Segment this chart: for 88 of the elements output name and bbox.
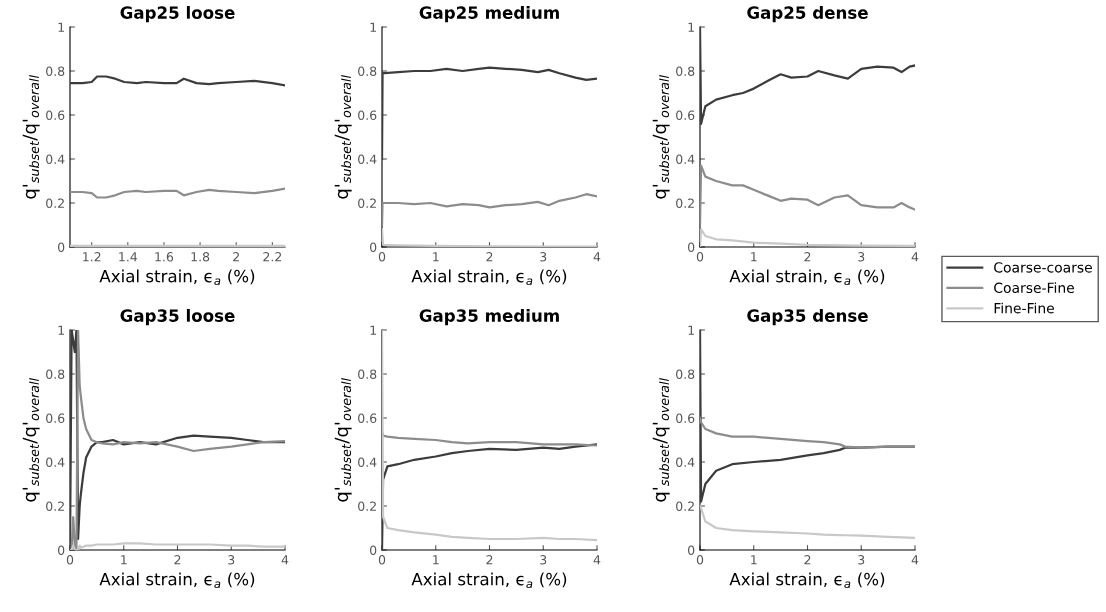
x-tick-label: 2	[486, 555, 493, 565]
y-tick-label: 0.6	[676, 110, 695, 120]
y-tick-label: 0.6	[358, 110, 377, 120]
x-tick-label: 3	[540, 555, 547, 565]
x-tick-label: 3	[228, 555, 235, 565]
x-tick-label: 0	[696, 252, 704, 262]
y-tick-label: 0.8	[676, 66, 695, 76]
x-tick-label: 2.2	[263, 252, 282, 262]
y-tick-label: 0.2	[676, 198, 694, 208]
y-tick-label: 0.6	[358, 413, 377, 423]
y-tick-label: 0.4	[46, 154, 65, 164]
y-tick-label: 1	[58, 22, 64, 32]
y-tick-label: 1	[688, 325, 694, 335]
legend-label: Fine-Fine	[994, 302, 1054, 314]
y-axis-title: q'$_{subset}$/q'$_{overall}$	[334, 378, 352, 502]
y-tick-label: 0.8	[676, 369, 695, 379]
x-tick-label: 1.8	[191, 252, 210, 262]
x-tick-label: 1.4	[119, 252, 138, 262]
y-tick-label: 0.2	[358, 501, 376, 511]
y-tick-label: 0.4	[676, 457, 695, 467]
x-tick-label: 2	[804, 252, 811, 262]
y-tick-label: 0	[370, 545, 377, 555]
y-tick-label: 0.8	[46, 66, 65, 76]
x-tick-label: 4	[593, 252, 601, 262]
y-tick-label: 1	[688, 22, 694, 32]
x-axis-title: Axial strain, ϵ$_{a}$ (%)	[729, 572, 885, 589]
x-axis-title: Axial strain, ϵ$_{a}$ (%)	[99, 572, 255, 589]
chart-title: Gap25 dense	[747, 6, 868, 23]
x-axis-title: Axial strain, ϵ$_{a}$ (%)	[729, 269, 885, 286]
y-tick-label: 0	[58, 545, 65, 555]
x-tick-label: 4	[911, 555, 919, 565]
y-tick-label: 0.8	[358, 66, 377, 76]
y-tick-label: 0.2	[676, 501, 694, 511]
x-tick-label: 2	[233, 252, 239, 262]
chart-title: Gap35 medium	[419, 309, 559, 326]
y-tick-label: 0.6	[46, 413, 65, 423]
y-axis-title: q'$_{subset}$/q'$_{overall}$	[22, 75, 40, 199]
x-tick-label: 2	[174, 555, 181, 565]
x-tick-label: 1	[433, 555, 439, 565]
y-tick-label: 0.6	[676, 413, 695, 423]
x-tick-label: 1	[121, 555, 127, 565]
y-axis-title: q'$_{subset}$/q'$_{overall}$	[652, 378, 670, 502]
y-tick-label: 0	[688, 242, 695, 252]
x-tick-label: 1.6	[155, 252, 174, 262]
x-tick-label: 1.2	[83, 252, 101, 262]
y-tick-label: 0	[688, 545, 695, 555]
x-tick-label: 3	[858, 555, 865, 565]
x-tick-label: 0	[66, 555, 74, 565]
y-axis-title: q'$_{subset}$/q'$_{overall}$	[22, 378, 40, 502]
x-tick-label: 4	[593, 555, 601, 565]
y-tick-label: 1	[58, 325, 64, 335]
y-tick-label: 0.8	[46, 369, 65, 379]
y-axis-title: q'$_{subset}$/q'$_{overall}$	[652, 75, 670, 199]
chart-title: Gap25 medium	[419, 6, 559, 23]
y-tick-label: 0	[370, 242, 377, 252]
x-tick-label: 1	[751, 252, 757, 262]
x-tick-label: 1	[751, 555, 757, 565]
x-axis-title: Axial strain, ϵ$_{a}$ (%)	[411, 269, 567, 286]
y-tick-label: 0.6	[46, 110, 65, 120]
x-tick-label: 2	[804, 555, 811, 565]
x-tick-label: 4	[281, 555, 289, 565]
x-tick-label: 2	[486, 252, 493, 262]
x-tick-label: 4	[911, 252, 919, 262]
y-tick-label: 0.2	[46, 501, 64, 511]
x-axis-title: Axial strain, ϵ$_{a}$ (%)	[411, 572, 567, 589]
y-tick-label: 0.2	[358, 198, 376, 208]
x-axis-title: Axial strain, ϵ$_{a}$ (%)	[99, 269, 255, 286]
y-tick-label: 0.4	[358, 154, 377, 164]
x-tick-label: 0	[378, 252, 386, 262]
y-tick-label: 1	[370, 325, 376, 335]
y-tick-label: 0.8	[358, 369, 377, 379]
y-tick-label: 0.4	[358, 457, 377, 467]
x-tick-label: 0	[378, 555, 386, 565]
y-tick-label: 0.2	[46, 198, 64, 208]
chart-title: Gap25 loose	[120, 6, 235, 23]
x-tick-label: 0	[696, 555, 704, 565]
y-tick-label: 0.4	[46, 457, 65, 467]
y-tick-label: 1	[370, 22, 376, 32]
chart-title: Gap35 dense	[747, 309, 868, 326]
chart-title: Gap35 loose	[120, 309, 235, 326]
y-tick-label: 0	[58, 242, 65, 252]
y-axis-title: q'$_{subset}$/q'$_{overall}$	[334, 75, 352, 199]
legend-label: Coarse-Fine	[994, 282, 1074, 294]
x-tick-label: 1	[433, 252, 439, 262]
x-tick-label: 3	[540, 252, 547, 262]
y-tick-label: 0.4	[676, 154, 695, 164]
legend-label: Coarse-coarse	[994, 262, 1092, 273]
x-tick-label: 3	[858, 252, 865, 262]
